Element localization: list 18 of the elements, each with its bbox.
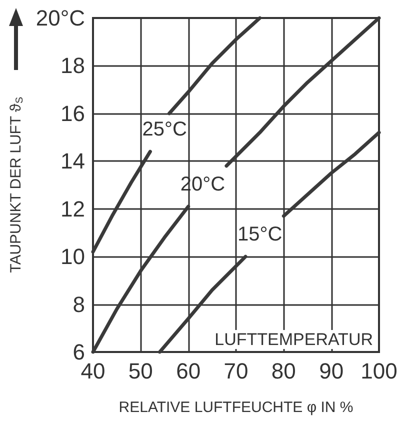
series-label: 15°C	[238, 224, 282, 246]
series-label: 25°C	[142, 118, 187, 141]
x-tick-label: 90	[319, 358, 344, 384]
annotation: LUFTTEMPERATUR	[214, 330, 374, 349]
y-tick-label: 20°C	[36, 6, 86, 30]
x-tick-label: 100	[360, 358, 398, 384]
y-tick-label: 14	[60, 148, 85, 174]
y-tick-label: 10	[60, 244, 85, 270]
x-tick-label: 80	[271, 358, 296, 384]
x-tick-label: 60	[176, 358, 201, 384]
x-axis-title: RELATIVE LUFTFEUCHTE φ IN %	[118, 399, 354, 416]
y-tick-label: 18	[60, 53, 85, 78]
y-axis-title: TAUPUNKT DER LUFT ϑS	[7, 96, 26, 273]
y-tick-label: 12	[60, 196, 85, 222]
x-tick-label: 50	[128, 358, 153, 384]
x-tick-label: 70	[224, 358, 248, 384]
y-tick-label: 8	[72, 292, 85, 317]
y-tick-label: 16	[60, 100, 85, 126]
